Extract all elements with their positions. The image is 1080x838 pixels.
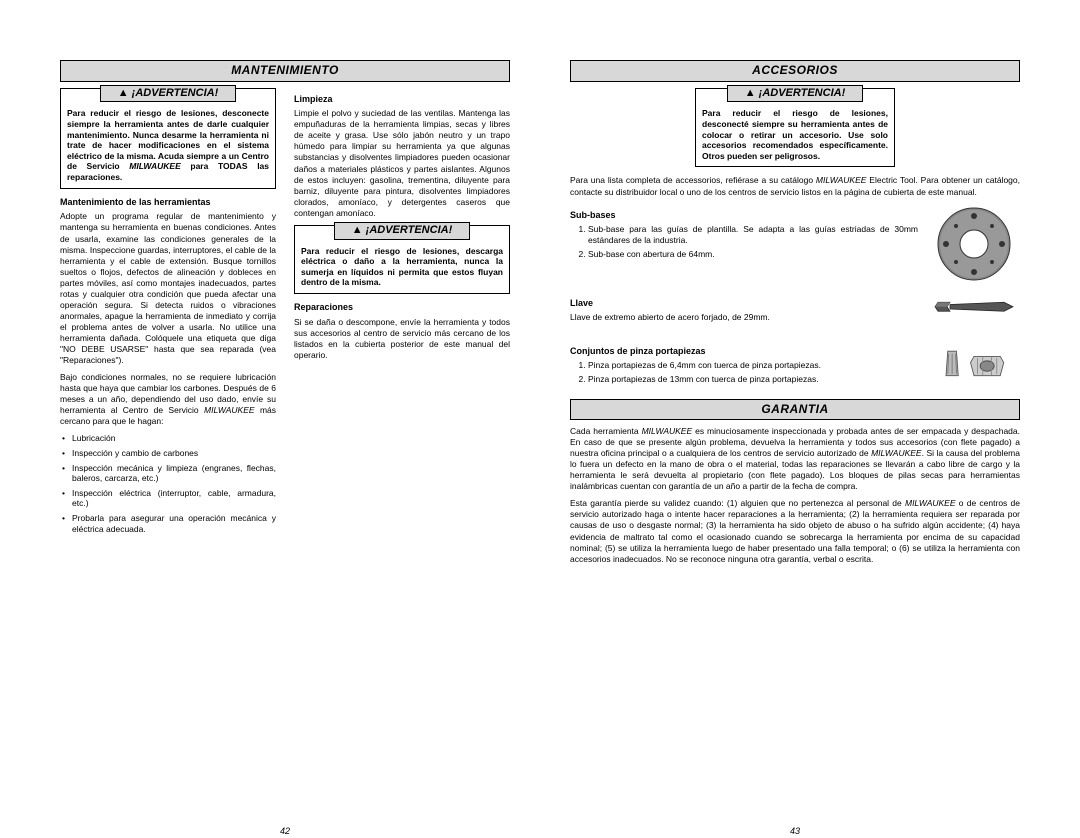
bullet-4: Probarla para asegurar una operación mec… (72, 513, 276, 534)
section-header-garantia: GARANTIA (570, 399, 1020, 421)
warning-label-text-1: ¡ADVERTENCIA! (132, 87, 219, 99)
wrench-icon (928, 292, 1020, 332)
page-spread: MANTENIMIENTO ▲¡ADVERTENCIA! Para reduci… (0, 0, 1080, 834)
page-number-right: 43 (790, 826, 800, 838)
bullet-2: Inspección mecánica y limpieza (engranes… (72, 463, 276, 484)
warning-box-2: ▲¡ADVERTENCIA! Para reducir el riesgo de… (294, 225, 510, 294)
maint-p2: Bajo condiciones normales, no se requier… (60, 372, 276, 427)
warning-triangle-icon-3: ▲ (745, 87, 756, 101)
llave-text-block: Llave Llave de extremo abierto de acero … (570, 292, 918, 330)
g2-t0: Esta garantía pierde su validez cuando: … (570, 498, 905, 508)
conjuntos-text-block: Conjuntos de pinza portapiezas Pinza por… (570, 340, 918, 391)
warning-box-3: ▲¡ADVERTENCIA! Para reducir el riesgo de… (695, 88, 895, 168)
maint-p1: Adopte un programa regular de mantenimie… (60, 211, 276, 366)
warning-label-text-2: ¡ADVERTENCIA! (366, 224, 453, 236)
left-col-2: Limpieza Limpie el polvo y suciedad de l… (294, 88, 510, 539)
section-header-accesorios: ACCESORIOS (570, 60, 1020, 82)
subbases-list: Sub-base para las guías de plantilla. Se… (570, 224, 918, 259)
left-columns: ▲¡ADVERTENCIA! Para reducir el riesgo de… (60, 88, 510, 539)
warning-label-3: ▲¡ADVERTENCIA! (727, 85, 863, 103)
reparaciones-text: Si se daña o descompone, envíe la herram… (294, 317, 510, 361)
subbase-item-1: Sub-base con abertura de 64mm. (588, 249, 918, 260)
g2-t1: MILWAUKEE (905, 498, 956, 508)
conjuntos-list: Pinza portapiezas de 6,4mm con tuerca de… (570, 360, 918, 384)
conjunto-item-0: Pinza portapiezas de 6,4mm con tuerca de… (588, 360, 918, 371)
warning3-text: Para reducir el riesgo de lesiones, desc… (702, 108, 888, 161)
subbases-row: Sub-bases Sub-base para las guías de pla… (570, 204, 1020, 284)
warning2-text: Para reducir el riesgo de lesiones, desc… (301, 246, 503, 288)
subhead-conjuntos: Conjuntos de pinza portapiezas (570, 346, 918, 358)
conjunto-item-1: Pinza portapiezas de 13mm con tuerca de … (588, 374, 918, 385)
right-page: ACCESORIOS ▲¡ADVERTENCIA! Para reducir e… (570, 60, 1020, 814)
subhead-llave: Llave (570, 298, 918, 310)
bullet-0: Lubricación (72, 433, 276, 444)
conjuntos-row: Conjuntos de pinza portapiezas Pinza por… (570, 340, 1020, 391)
subbases-text: Sub-bases Sub-base para las guías de pla… (570, 204, 918, 266)
left-page: MANTENIMIENTO ▲¡ADVERTENCIA! Para reduci… (60, 60, 510, 814)
warning-triangle-icon-2: ▲ (352, 224, 363, 238)
warning-label-text-3: ¡ADVERTENCIA! (759, 87, 846, 99)
accesorios-intro: Para una lista completa de accessorios, … (570, 175, 1020, 197)
page-number-left: 42 (280, 826, 290, 838)
subhead-subbases: Sub-bases (570, 210, 918, 222)
bullet-1: Inspección y cambio de carbones (72, 448, 276, 459)
subhead-limpieza: Limpieza (294, 94, 510, 106)
subhead-mantenimiento-herramientas: Mantenimiento de las herramientas (60, 197, 276, 209)
llave-row: Llave Llave de extremo abierto de acero … (570, 292, 1020, 332)
maint-p2-t1: MILWAUKEE (204, 405, 255, 415)
g1-t3: MILWAUKEE (871, 448, 922, 458)
garantia-p1: Cada herramienta MILWAUKEE es minuciosam… (570, 426, 1020, 492)
intro-t0: Para una lista completa de accessorios, … (570, 175, 816, 185)
bullet-3: Inspección eléctrica (interruptor, cable… (72, 488, 276, 509)
maint-bullets: Lubricación Inspección y cambio de carbo… (60, 433, 276, 534)
warning1-t1: MILWAUKEE (129, 161, 180, 171)
section-header-mantenimiento: MANTENIMIENTO (60, 60, 510, 82)
intro-t1: MILWAUKEE (816, 175, 867, 185)
garantia-p2: Esta garantía pierde su validez cuando: … (570, 498, 1020, 564)
warning-label-1: ▲¡ADVERTENCIA! (100, 85, 236, 103)
llave-text: Llave de extremo abierto de acero forjad… (570, 312, 918, 323)
limpieza-text: Limpie el polvo y suciedad de las ventil… (294, 108, 510, 218)
warning-label-2: ▲¡ADVERTENCIA! (334, 222, 470, 240)
collet-nut-icon (928, 340, 1020, 385)
warning-triangle-icon: ▲ (118, 87, 129, 101)
subbase-item-0: Sub-base para las guías de plantilla. Se… (588, 224, 918, 245)
subhead-reparaciones: Reparaciones (294, 302, 510, 314)
warning-box-1: ▲¡ADVERTENCIA! Para reducir el riesgo de… (60, 88, 276, 189)
g1-t1: MILWAUKEE (642, 426, 693, 436)
g1-t0: Cada herramienta (570, 426, 642, 436)
left-col-1: ▲¡ADVERTENCIA! Para reducir el riesgo de… (60, 88, 276, 539)
subbase-icon (928, 204, 1020, 284)
